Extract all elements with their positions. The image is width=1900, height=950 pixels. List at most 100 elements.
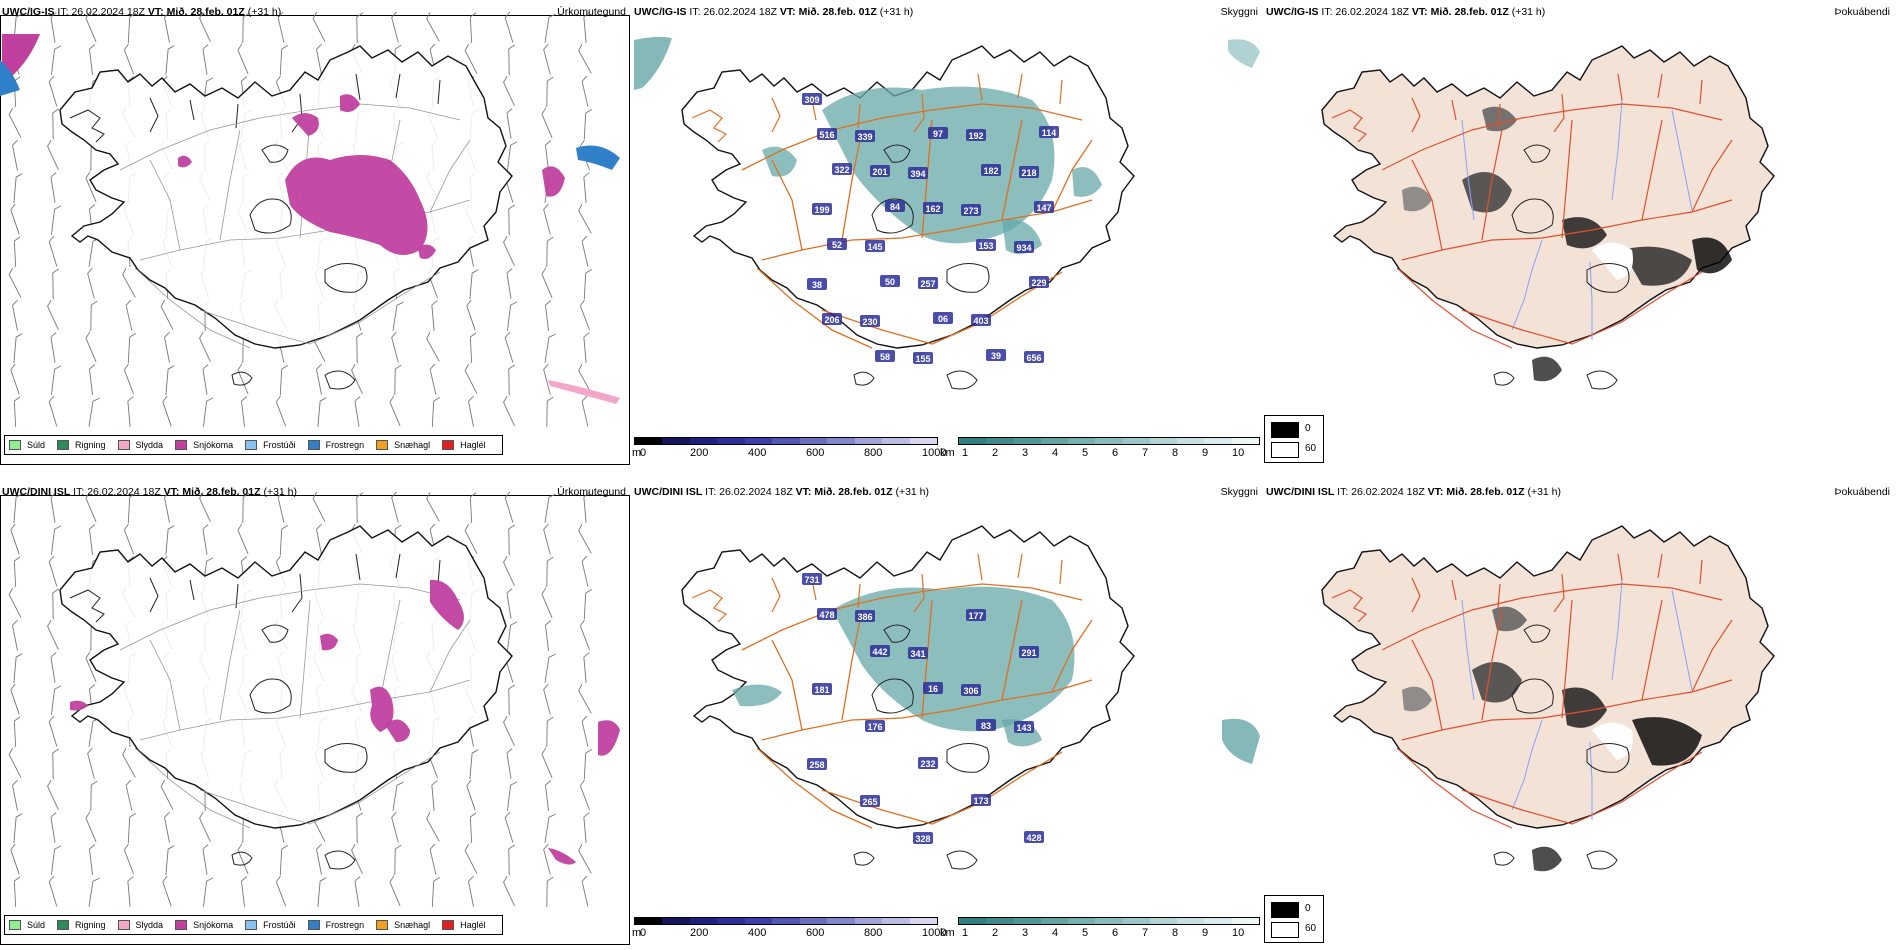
wind-barb — [351, 363, 363, 394]
iceland-map: 731 386 341 306 143 258 265 328 177 291 181 176 232 1… — [681, 525, 1135, 870]
river — [1671, 109, 1693, 211]
wind-barb — [88, 844, 96, 875]
wind-barb — [123, 363, 135, 395]
wind-barb — [162, 395, 172, 427]
visibility-area — [732, 684, 782, 707]
wind-barb — [508, 204, 515, 236]
legend-item-frostregn: Frostregn — [307, 920, 365, 930]
visibility-colorbar — [958, 917, 1260, 925]
cloud-base-marker — [986, 349, 1006, 361]
wind-barb — [123, 843, 135, 875]
wind-barb — [541, 747, 553, 779]
road — [1411, 639, 1443, 731]
legend-swatch — [307, 920, 320, 930]
wind-barb — [52, 588, 59, 620]
wind-barb — [275, 875, 287, 907]
wind-barb — [85, 491, 97, 523]
legend-label: Súld — [27, 440, 46, 450]
wind-barb — [546, 76, 554, 108]
wind-barb — [469, 332, 477, 364]
legend-label: Frostregn — [325, 920, 365, 930]
wind-barb — [581, 555, 589, 587]
wind-barb — [429, 363, 437, 395]
glacier-outline — [1523, 624, 1551, 643]
wind-barb — [312, 491, 326, 522]
visibility-tick: 3 — [1022, 447, 1029, 459]
wind-barb — [127, 876, 134, 907]
wind-barb — [506, 621, 518, 651]
wind-barb — [583, 108, 593, 140]
road — [1641, 599, 1663, 701]
cloud-base-value: 199 — [814, 205, 829, 215]
road — [1641, 119, 1663, 221]
cloud-base-marker — [860, 315, 880, 327]
wind-barb — [50, 171, 57, 203]
wind-barb — [85, 651, 97, 683]
cloud-base-value: 16 — [928, 684, 938, 694]
wind-barb — [546, 236, 554, 268]
wind-barb — [50, 525, 62, 555]
wind-barb — [354, 875, 361, 907]
wind-barb — [277, 11, 285, 43]
cloud-base-marker — [1024, 351, 1044, 363]
panel-header: UWC/DINI ISL IT: 26.02.2024 18Z VT: Mið.… — [634, 486, 930, 498]
wind-barb — [13, 333, 23, 363]
wind-barb — [50, 11, 57, 43]
wind-barb — [506, 747, 513, 779]
cloud-base-marker — [1039, 126, 1059, 138]
visibility-tick: 3 — [1022, 927, 1029, 939]
wind-barb — [429, 843, 437, 875]
visibility-colorbar — [958, 437, 1260, 445]
legend-item-snæhagl: Snæhagl — [376, 440, 430, 450]
height-tick: 200 — [690, 927, 709, 939]
wind-barb — [88, 364, 96, 395]
cloud-base-value: 386 — [857, 612, 872, 622]
legend-swatch — [442, 440, 455, 450]
cloud-base-value: 162 — [925, 204, 940, 214]
panel-header: UWC/DINI ISL IT: 26.02.2024 18Z VT: Mið.… — [2, 486, 298, 498]
wind-barb — [469, 492, 477, 524]
cloud-base-marker — [923, 202, 943, 214]
visibility-panel-igis: 309 339 394 273 934 38 230 155 192 218 199 145 257 40… — [632, 0, 1262, 465]
coastline — [59, 525, 513, 829]
wind-barb — [578, 844, 592, 874]
wind-barb — [202, 363, 209, 395]
wind-barb — [10, 843, 20, 875]
legend-swatch — [175, 440, 188, 450]
cloud-base-value: 328 — [915, 834, 930, 844]
wind-barb — [199, 331, 211, 362]
cloud-base-value: 147 — [1036, 203, 1051, 213]
wind-barb — [544, 300, 552, 331]
glacier-outline — [946, 743, 990, 773]
wind-barb — [581, 395, 589, 427]
wind-barb — [543, 843, 551, 875]
road — [1051, 619, 1093, 693]
wind-barb — [543, 43, 551, 75]
snow-area — [292, 113, 319, 136]
fog-free-area — [1592, 722, 1633, 760]
wind-barb — [316, 523, 322, 555]
fog-area — [1562, 217, 1607, 249]
cloud-base-value: 52 — [832, 240, 842, 250]
fog-index-legend: 0 60 — [1264, 895, 1324, 943]
legend-item-slydda: Slydda — [117, 440, 163, 450]
wind-barb — [127, 812, 137, 844]
visibility-tick: 8 — [1172, 927, 1179, 939]
road — [921, 119, 933, 239]
glacier-outline — [231, 851, 253, 866]
visibility-tick: 6 — [1112, 927, 1119, 939]
wind-barb — [87, 747, 95, 779]
cloud-base-marker — [855, 130, 875, 142]
visibility-unit: km — [940, 447, 955, 459]
legend-item-snjókoma: Snjókoma — [175, 920, 233, 930]
glacier-outline — [1511, 678, 1554, 714]
cloud-base-value: 291 — [1021, 648, 1036, 658]
visibility-area — [1222, 718, 1260, 764]
cloud-base-value: 258 — [809, 760, 824, 770]
legend-swatch — [376, 440, 389, 450]
wind-barb — [88, 397, 100, 427]
cloud-base-marker — [817, 128, 837, 140]
wind-barb — [8, 747, 22, 778]
river — [1611, 99, 1623, 201]
wind-barb — [277, 491, 285, 523]
